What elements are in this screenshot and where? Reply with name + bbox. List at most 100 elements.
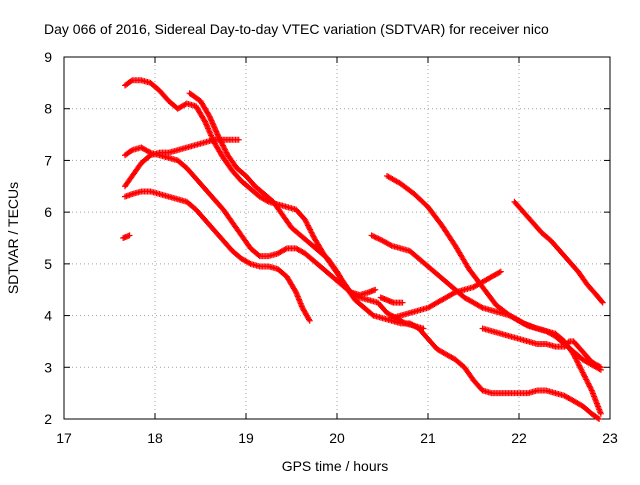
data-point — [597, 410, 604, 417]
grid — [64, 57, 610, 419]
y-tick-label: 6 — [44, 204, 52, 220]
data-point — [203, 121, 210, 128]
x-tick-label: 19 — [238, 430, 254, 446]
data-point — [583, 377, 590, 384]
data-point — [594, 415, 601, 422]
data-point — [206, 113, 213, 120]
data-point — [519, 319, 526, 326]
data-point — [580, 370, 587, 377]
series-track-c — [121, 144, 427, 332]
data-point — [207, 131, 214, 138]
data-point — [202, 118, 209, 125]
series-track-e — [121, 188, 313, 324]
data-point — [126, 232, 133, 239]
data-point — [596, 416, 603, 422]
data-point — [208, 117, 215, 124]
data-point — [212, 125, 219, 132]
data-point — [596, 363, 603, 370]
data-point — [201, 117, 208, 124]
data-point — [212, 127, 219, 134]
data-point — [451, 290, 457, 297]
data-point — [235, 136, 242, 143]
data-point — [211, 124, 218, 131]
series-track-h — [377, 294, 406, 306]
x-tick-label: 22 — [511, 430, 527, 446]
data-point — [583, 376, 590, 383]
data-point — [497, 268, 504, 275]
data-point — [205, 112, 212, 119]
data-point — [207, 116, 214, 123]
data-point — [214, 131, 221, 138]
data-point — [376, 236, 383, 243]
data-point — [368, 232, 375, 239]
series-track-b — [186, 90, 603, 422]
data-point — [372, 286, 379, 293]
data-point — [128, 78, 135, 85]
data-point — [573, 356, 580, 363]
data-point — [213, 128, 220, 135]
data-point — [496, 269, 503, 276]
data-point — [128, 147, 135, 154]
data-point — [305, 316, 312, 323]
data-point — [597, 364, 604, 371]
y-tick-label: 7 — [44, 152, 52, 168]
y-tick-label: 2 — [44, 411, 52, 427]
x-tick-label: 18 — [147, 430, 163, 446]
data-point — [586, 383, 593, 390]
data-point — [572, 355, 579, 362]
data-point — [213, 130, 220, 137]
data-point — [576, 363, 583, 370]
data-point — [207, 114, 214, 121]
data-point — [399, 299, 406, 306]
y-tick-label: 4 — [44, 308, 52, 324]
data-point — [420, 325, 427, 332]
data-point — [372, 234, 379, 241]
data-point — [306, 317, 313, 324]
data-point — [576, 362, 583, 369]
data-point — [255, 252, 262, 259]
data-point — [206, 128, 213, 135]
y-tick-label: 8 — [44, 101, 52, 117]
data-point — [209, 118, 216, 125]
y-tick-label: 9 — [44, 49, 52, 65]
series-track-k — [479, 325, 604, 371]
data-point — [587, 384, 594, 391]
data-point — [206, 129, 213, 136]
data-point — [210, 123, 217, 130]
series-track-i — [384, 172, 604, 417]
data-point — [292, 288, 299, 295]
data-point — [579, 369, 586, 376]
x-tick-label: 23 — [602, 430, 618, 446]
data-point — [205, 125, 212, 132]
data-point — [599, 299, 606, 306]
data-point — [355, 293, 362, 300]
series-track-f — [120, 232, 133, 241]
data-point — [387, 242, 394, 249]
series-track-l — [511, 198, 606, 306]
data-point — [209, 120, 216, 127]
data-point — [282, 246, 289, 253]
x-tick-label: 20 — [329, 430, 345, 446]
data-point — [375, 235, 382, 242]
data-point — [246, 260, 253, 267]
x-tick-label: 21 — [420, 430, 436, 446]
data-point — [208, 132, 215, 139]
data-point — [371, 233, 378, 240]
y-tick-label: 5 — [44, 256, 52, 272]
y-axis-label: SDTVAR / TECUs — [5, 182, 21, 294]
series-track-j — [388, 268, 504, 322]
x-tick-label: 17 — [56, 430, 72, 446]
data-point — [369, 233, 376, 240]
chart-title: Day 066 of 2016, Sidereal Day-to-day VTE… — [44, 21, 549, 37]
y-tick-label: 3 — [44, 359, 52, 375]
data-point — [205, 126, 212, 133]
data-point — [202, 120, 209, 127]
data-marks — [120, 77, 606, 422]
data-point — [400, 319, 407, 326]
data-point — [378, 236, 385, 243]
data-point — [215, 132, 222, 139]
x-axis-label: GPS time / hours — [282, 458, 389, 474]
